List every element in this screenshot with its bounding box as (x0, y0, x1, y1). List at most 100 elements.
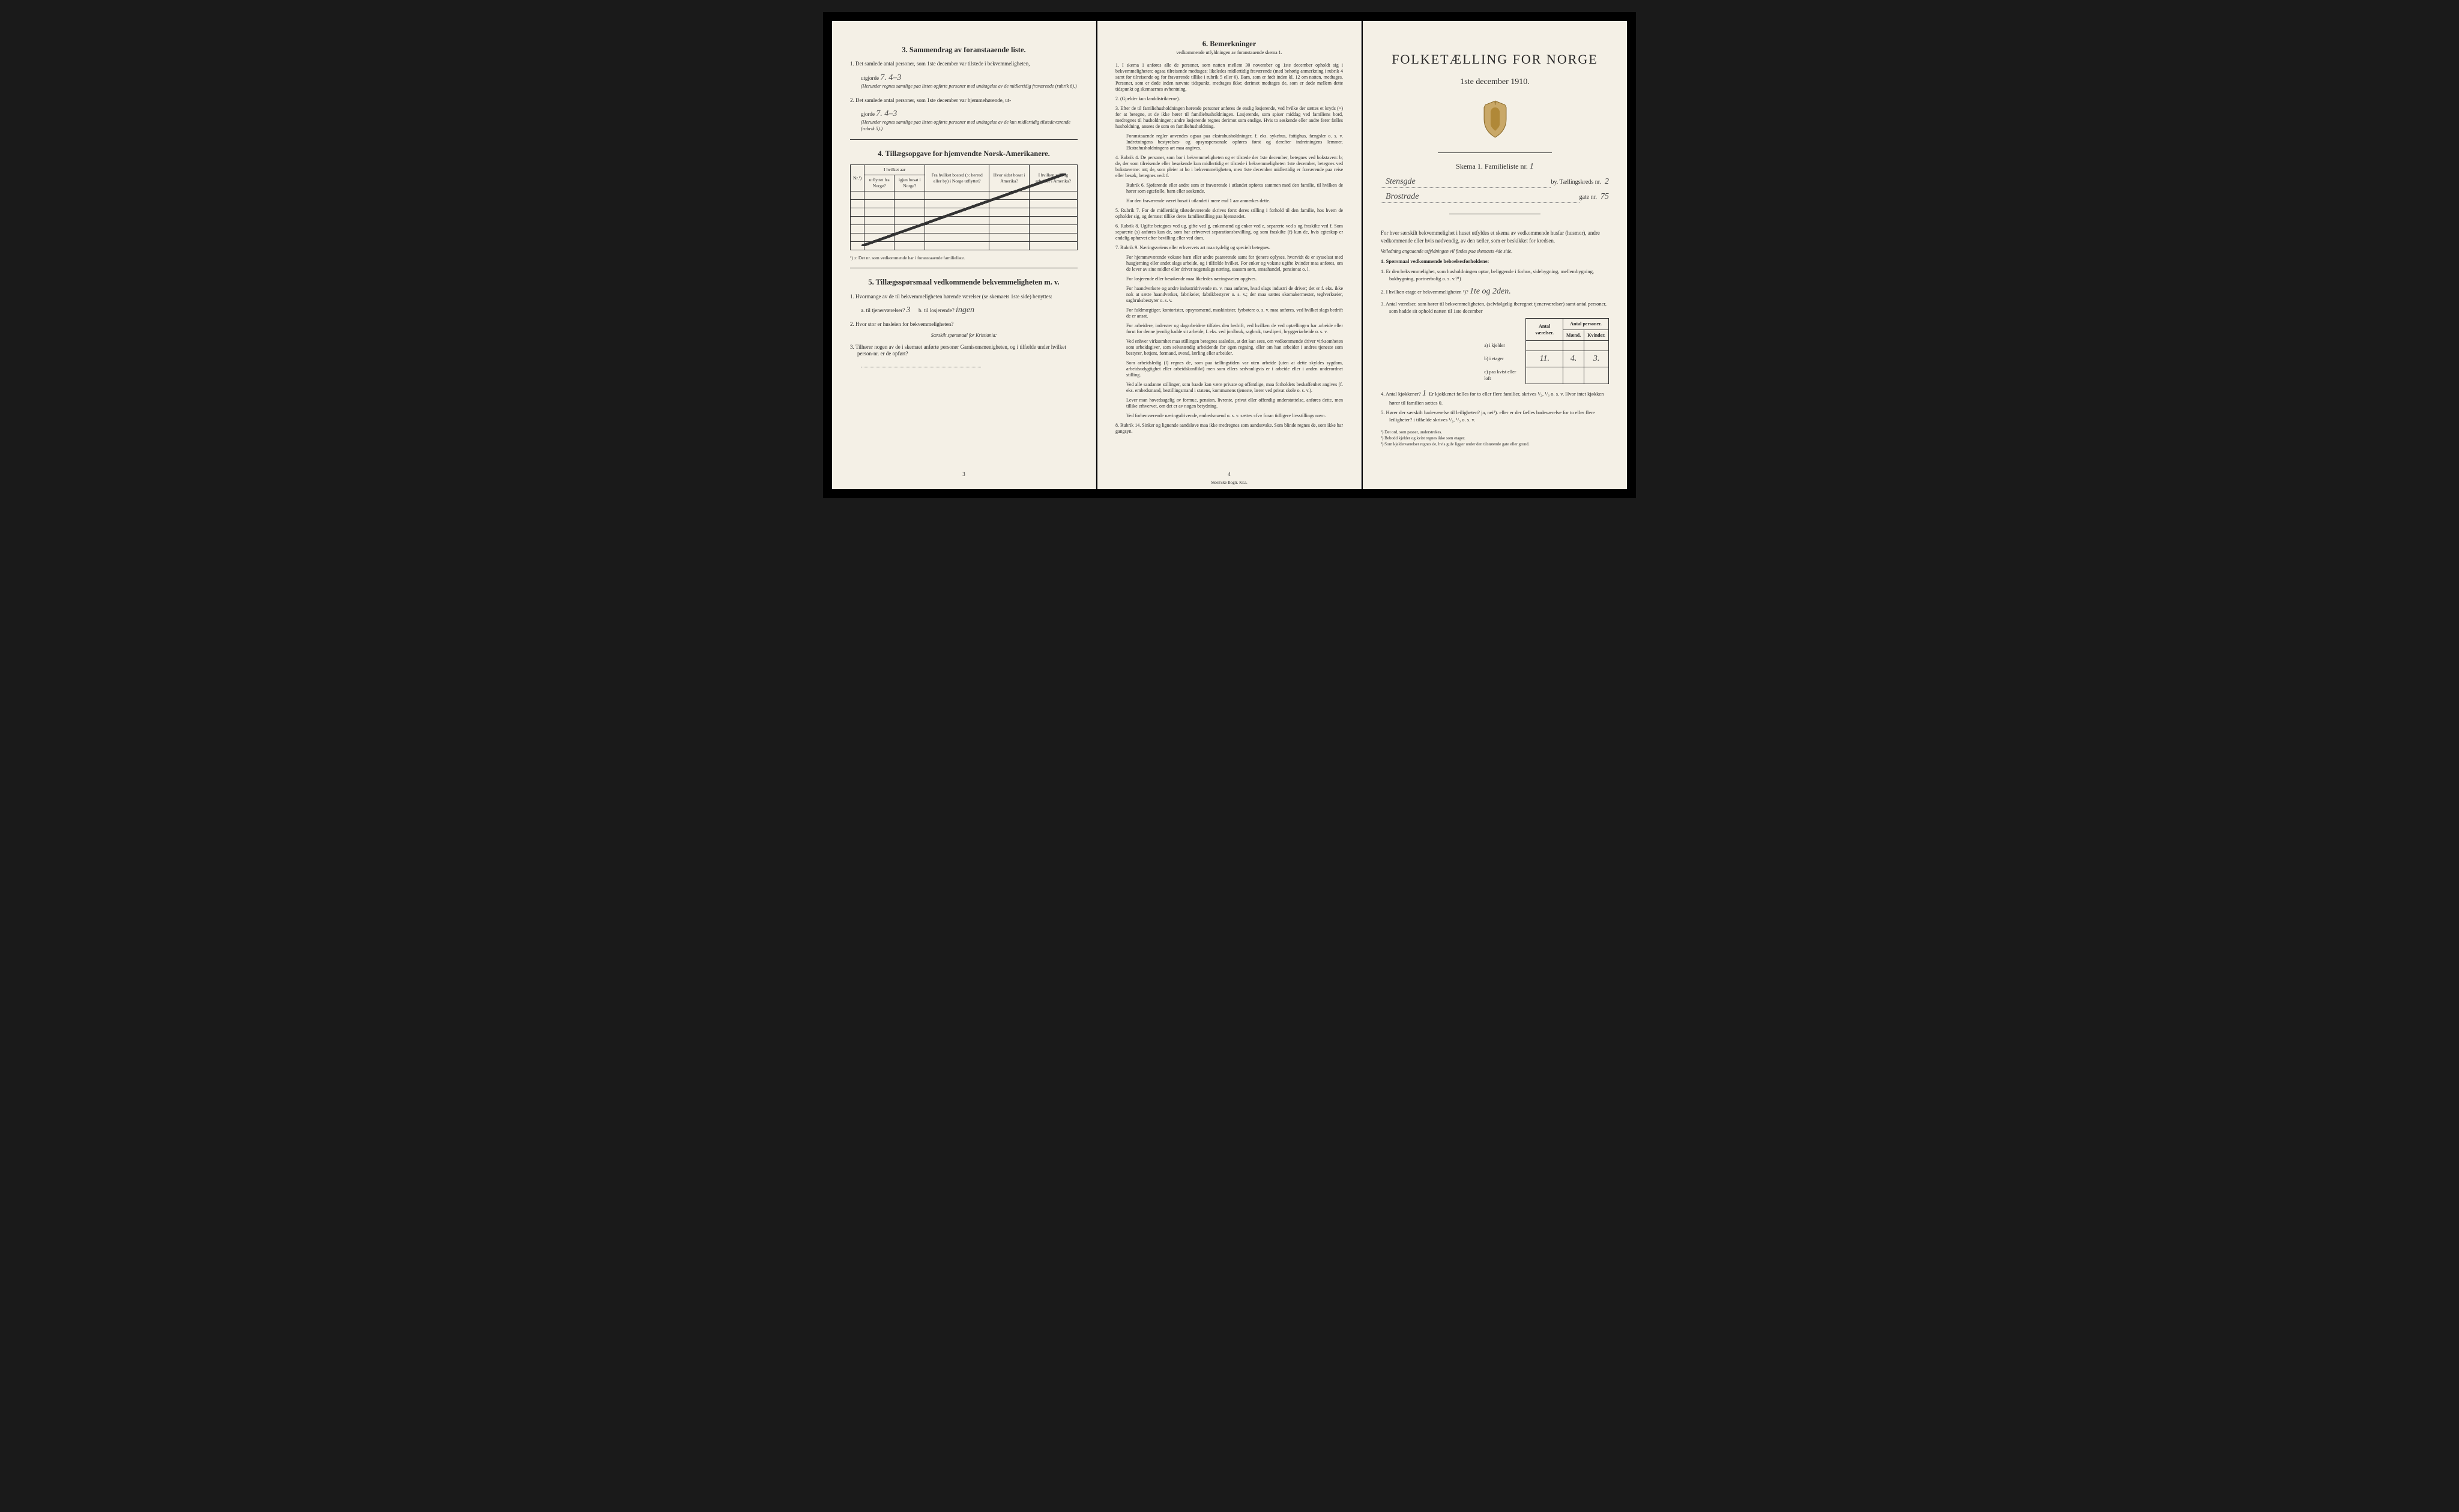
section-4-title: 4. Tillægsopgave for hjemvendte Norsk-Am… (850, 149, 1078, 158)
section-5-title: 5. Tillægsspørsmaal vedkommende bekvemme… (850, 277, 1078, 287)
rq2-val: 1te og 2den. (1470, 287, 1511, 296)
divider (850, 139, 1078, 140)
s3-q2-value: 7. 4–3 (876, 109, 897, 118)
th-stilling: I hvilken stilling arbeidet i Amerika? (1029, 165, 1077, 191)
gate-line: Brostrade gate nr. 75 (1381, 191, 1609, 203)
gate-label: gate nr. (1579, 193, 1597, 201)
table-row (851, 224, 1078, 233)
imprint: Steen'ske Bogtr. Kr.a. (1211, 480, 1248, 486)
p7j: Lever man hovedsagelig av formue, pensio… (1115, 397, 1343, 409)
subtitle: 1ste december 1910. (1381, 77, 1609, 88)
p7d: For haandverkere og andre industridriven… (1115, 286, 1343, 304)
row-a-m (1563, 340, 1584, 351)
s3-q1-value: 7. 4–3 (880, 73, 901, 82)
fn1: ¹) Det ord, som passer, understrekes. (1381, 430, 1609, 436)
section-6-subtitle: vedkommende utfyldningen av foranstaaend… (1115, 50, 1343, 56)
th-nr: Nr.¹) (851, 165, 864, 191)
p5: 5. Rubrik 7. For de midlertidig tilstede… (1115, 208, 1343, 220)
row-c-v (1526, 367, 1563, 384)
row-a-k (1584, 340, 1609, 351)
p3b: Foranstaaende regler anvendes ogsaa paa … (1115, 133, 1343, 151)
th-igjen: igjen bosat i Norge? (895, 175, 925, 191)
by-label: by. Tællingskreds nr. (1551, 178, 1601, 186)
s3-q1-note: (Herunder regnes samtlige paa listen opf… (850, 83, 1078, 89)
th-sidst: Hvor sidst bosat i Amerika? (989, 165, 1029, 191)
page-number: 4 (1228, 471, 1231, 478)
p7i: Ved alle saadanne stillinger, som baade … (1115, 382, 1343, 394)
coat-of-arms-icon (1381, 100, 1609, 141)
section-3-title: 3. Sammendrag av foranstaaende liste. (850, 45, 1078, 55)
fn2: ²) Bebodd kjelder og kvist regnes ikke s… (1381, 436, 1609, 442)
gate-nr: 75 (1601, 191, 1609, 202)
table-row (851, 241, 1078, 250)
section-6-title: 6. Bemerkninger (1115, 39, 1343, 49)
s5-q1a-val: 3 (906, 306, 910, 315)
p4c: Har den fraværende været bosat i utlande… (1115, 198, 1343, 204)
rq2: 2. I hvilken etage er bekvemmeligheten ²… (1381, 286, 1609, 298)
p7b: For hjemmeværende voksne barn eller andr… (1115, 255, 1343, 273)
skema-label: Skema 1. Familieliste nr. (1456, 162, 1528, 170)
s5-q2-sub: Særskilt spørsmaal for Kristiania: (850, 333, 1078, 339)
row-b-v: 11. (1526, 351, 1563, 367)
row-b-label: b) i etager (1481, 351, 1526, 367)
page-4: 6. Bemerkninger vedkommende utfyldningen… (1097, 21, 1362, 489)
th-pers: Antal personer. (1563, 319, 1609, 330)
p7: 7. Rubrik 9. Næringsveiens eller erhverv… (1115, 245, 1343, 251)
table-row (851, 233, 1078, 241)
p2: 2. (Gjælder kun landdistrikterne). (1115, 96, 1343, 102)
table-row (851, 216, 1078, 224)
s3-q2: 2. Det samlede antal personer, som 1ste … (850, 97, 1078, 104)
kreds-nr: 2 (1605, 176, 1609, 187)
p7h: Som arbeidsledig (l) regnes de, som paa … (1115, 360, 1343, 378)
s3-q2-note: (Herunder regnes samtlige paa listen opf… (850, 119, 1078, 132)
row-a-v (1526, 340, 1563, 351)
table-header-row: Antal værelser. Antal personer. (1481, 319, 1608, 330)
rq4-rest: Er kjøkkenet fælles for to eller flere f… (1389, 391, 1604, 406)
s5-q2: 2. Hvor stor er husleien for bekvemmelig… (850, 321, 1078, 328)
table-row (851, 199, 1078, 208)
page-3: 3. Sammendrag av foranstaaende liste. 1.… (832, 21, 1096, 489)
s5-q1b-val: ingen (956, 306, 974, 315)
table-row: a) i kjelder (1481, 340, 1608, 351)
row-b-k: 3. (1584, 351, 1609, 367)
right-body: For hver særskilt bekvemmelighet i huset… (1381, 229, 1609, 448)
p7k: Ved forhenværende næringsdrivende, embed… (1115, 413, 1343, 419)
table-row: c) paa kvist eller loft (1481, 367, 1608, 384)
p7f: For arbeidere, inderster og dagarbeidere… (1115, 323, 1343, 335)
s3-q1-utg: utgjorde (861, 75, 879, 81)
p1: 1. I skema 1 anføres alle de personer, s… (1115, 62, 1343, 92)
th-bosted: Fra hvilket bosted (ɔ: herred eller by) … (925, 165, 989, 191)
s5-q3: 3. Tilhører nogen av de i skemaet anført… (850, 344, 1078, 358)
skema-line: Skema 1. Familieliste nr. 1 (1381, 161, 1609, 172)
th-vaer: Antal værelser. (1526, 319, 1563, 340)
s4-table: Nr.¹) I hvilket aar Fra hvilket bosted (… (850, 164, 1078, 250)
s3-q1: 1. Det samlede antal personer, som 1ste … (850, 61, 1078, 68)
row-c-k (1584, 367, 1609, 384)
row-a-label: a) i kjelder (1481, 340, 1526, 351)
s3-q2-line: gjorde 7. 4–3 (850, 109, 1078, 119)
p7g: Ved enhver virksomhet maa stillingen bet… (1115, 339, 1343, 357)
gate-val: Brostrade (1381, 191, 1579, 203)
rq5: 5. Hører der særskilt badeværelse til le… (1381, 409, 1609, 424)
intro: For hver særskilt bekvemmelighet i huset… (1381, 229, 1609, 244)
s5-q1-ab: a. til tjenerværelser? 3 b. til losjeren… (850, 305, 1078, 316)
p6: 6. Rubrik 8. Ugifte betegnes ved ug, gif… (1115, 223, 1343, 241)
s4-table-wrapper: Nr.¹) I hvilket aar Fra hvilket bosted (… (850, 164, 1078, 250)
main-title: FOLKETÆLLING FOR NORGE (1381, 51, 1609, 68)
s5-q1a-label: a. til tjenerværelser? (861, 307, 905, 313)
antal-table: Antal værelser. Antal personer. Mænd. Kv… (1481, 318, 1609, 384)
s3-q2-gj: gjorde (861, 111, 875, 117)
row-b-m: 4. (1563, 351, 1584, 367)
s3-q1-text: 1. Det samlede antal personer, som 1ste … (850, 61, 1030, 67)
table-row: b) i etager 11. 4. 3. (1481, 351, 1608, 367)
th-aar: I hvilket aar (864, 165, 925, 175)
s4-footnote: ¹) ɔ: Det nr. som vedkommende har i fora… (850, 255, 1078, 261)
by-val: Stensgde (1381, 176, 1551, 188)
th-k: Kvinder. (1584, 330, 1609, 340)
p7e: For fuldmægtiger, kontorister, opsynsmæn… (1115, 307, 1343, 319)
table-header-row: Nr.¹) I hvilket aar Fra hvilket bosted (… (851, 165, 1078, 175)
rq4-val: 1 (1422, 389, 1426, 398)
s5-q1: 1. Hvormange av de til bekvemmeligheten … (850, 294, 1078, 301)
p3: 3. Efter de til familiehusholdningen hør… (1115, 106, 1343, 130)
q-title: 1. Spørsmaal vedkommende beboelsesforhol… (1381, 258, 1609, 265)
